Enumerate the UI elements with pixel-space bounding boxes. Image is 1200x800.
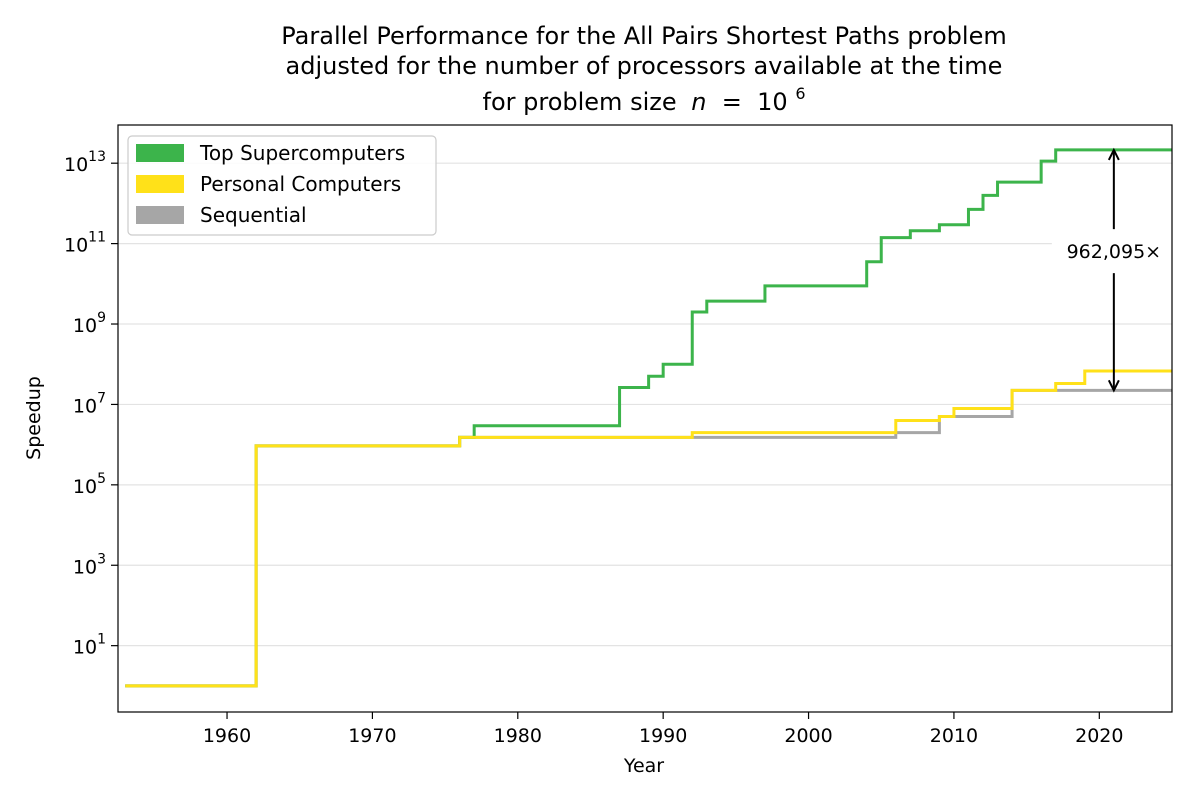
- chart-title: Parallel Performance for the All Pairs S…: [281, 22, 1006, 116]
- series-line-personal-computers: [125, 369, 1172, 688]
- title-math-base: 10: [757, 88, 788, 116]
- x-tick-label-1970: 1970: [348, 725, 396, 747]
- x-axis-label: Year: [623, 755, 664, 777]
- legend-label-sequential: Sequential: [200, 203, 307, 227]
- x-tick-label-1960: 1960: [203, 725, 251, 747]
- y-tick-label-1e13: 1013: [64, 149, 106, 176]
- y-tick-label-exponent: 11: [88, 230, 106, 246]
- annotation-label: 962,095×: [1067, 241, 1162, 263]
- y-tick-label-exponent: 1: [97, 632, 106, 648]
- y-tick-label-base: 10: [73, 637, 97, 659]
- legend-swatch-personal-computers: [136, 175, 184, 193]
- y-tick-label-exponent: 7: [97, 390, 106, 406]
- legend-box: [127, 135, 437, 236]
- y-tick-label-exponent: 5: [97, 471, 106, 487]
- title-math-exp: 6: [795, 84, 805, 103]
- y-tick-label-1e1: 101: [73, 632, 106, 659]
- y-tick-label-base: 10: [64, 235, 88, 257]
- y-tick-label-1e9: 109: [73, 310, 106, 337]
- title-math-eq: =: [714, 88, 749, 116]
- title-line-2: adjusted for the number of processors av…: [286, 52, 1003, 80]
- y-tick-label-base: 10: [73, 476, 97, 498]
- annotation-arrow-head-bottom: [1107, 379, 1120, 393]
- x-axis-ticks: 1960 1970 1980 1990 2000 2010 2020: [203, 712, 1123, 747]
- legend-swatch-top-supercomputers: [136, 144, 184, 162]
- title-line-3: for problem size n = 10 6: [483, 84, 806, 116]
- y-tick-label-base: 10: [73, 556, 97, 578]
- x-tick-label-1980: 1980: [494, 725, 542, 747]
- y-tick-label-1e7: 107: [73, 390, 106, 417]
- series-line-top-supercomputers: [125, 148, 1172, 688]
- y-tick-label-exponent: 3: [97, 551, 106, 567]
- plot-frame: [117, 124, 1173, 713]
- y-tick-label-base: 10: [64, 154, 88, 176]
- y-tick-label-exponent: 13: [88, 149, 106, 165]
- x-tick-label-2020: 2020: [1075, 725, 1123, 747]
- legend: Top Supercomputers Personal Computers Sequ…: [127, 135, 437, 236]
- x-tick-label-2000: 2000: [784, 725, 832, 747]
- annotation: 962,095×: [1051, 147, 1176, 393]
- y-tick-label-base: 10: [73, 395, 97, 417]
- title-line-1: Parallel Performance for the All Pairs S…: [281, 22, 1006, 50]
- annotation-arrow-head-top: [1107, 147, 1120, 161]
- title-math-var: n: [691, 88, 706, 116]
- legend-swatch-sequential: [136, 206, 184, 224]
- legend-label-top-supercomputers: Top Supercomputers: [199, 141, 405, 165]
- x-tick-label-2010: 2010: [930, 725, 978, 747]
- y-tick-label-1e11: 1011: [64, 230, 106, 257]
- y-tick-label-exponent: 9: [97, 310, 106, 326]
- annotation-label-box: [1051, 229, 1176, 274]
- series-line-sequential: [125, 388, 1172, 688]
- legend-label-personal-computers: Personal Computers: [200, 172, 401, 196]
- x-tick-label-1990: 1990: [639, 725, 687, 747]
- series-lines: [125, 148, 1172, 688]
- y-tick-label-1e3: 103: [73, 551, 106, 578]
- y-axis-label: Speedup: [23, 376, 45, 460]
- title-line-3-text: for problem size: [483, 88, 677, 116]
- y-tick-label-1e5: 105: [73, 471, 106, 498]
- y-tick-label-base: 10: [73, 315, 97, 337]
